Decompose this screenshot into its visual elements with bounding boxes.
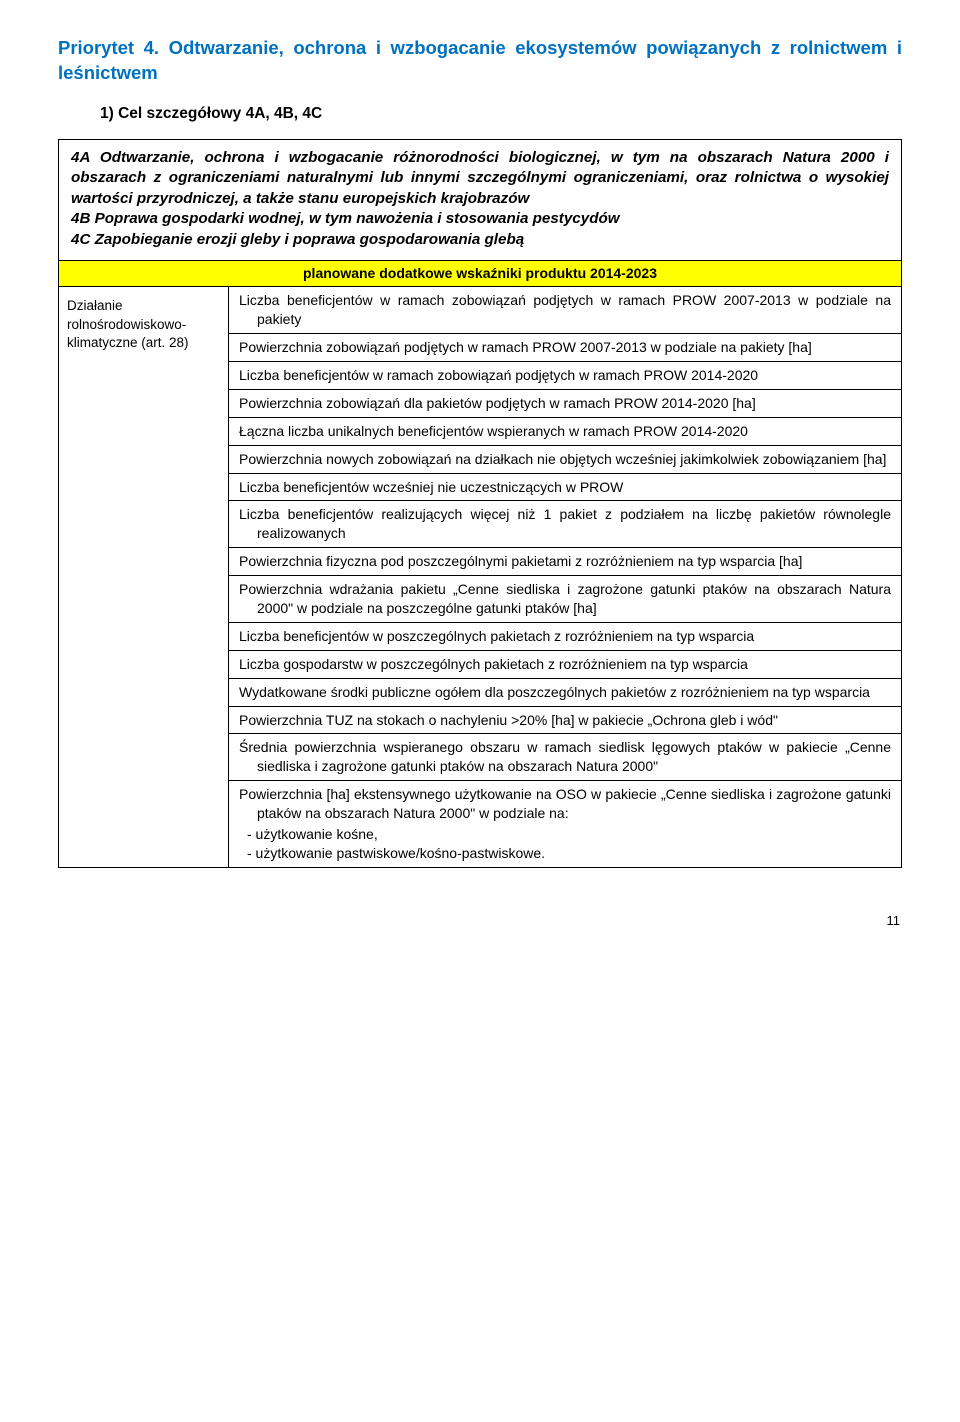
indicator-text: Powierzchnia nowych zobowiązań na działk… [239,450,891,469]
indicator-row: Liczba beneficjentów w ramach zobowiązań… [229,287,901,333]
indicator-text: Liczba beneficjentów realizujących więce… [239,505,891,543]
indicator-text: Łączna liczba unikalnych beneficjentów w… [239,422,891,441]
indicator-text: Wydatkowane środki publiczne ogółem dla … [239,683,891,702]
indicator-text: Powierzchnia fizyczna pod poszczególnymi… [239,552,891,571]
indicator-row: Powierzchnia zobowiązań podjętych w rama… [229,333,901,361]
indicator-text: Powierzchnia TUZ na stokach o nachyleniu… [239,711,891,730]
indicator-text: Liczba beneficjentów w ramach zobowiązań… [239,366,891,385]
objectives-cell: 4A Odtwarzanie, ochrona i wzbogacanie ró… [59,139,902,261]
indicator-row: Powierzchnia fizyczna pod poszczególnymi… [229,547,901,575]
page-number: 11 [58,912,902,930]
indicator-row: Wydatkowane środki publiczne ogółem dla … [229,678,901,706]
indicator-text: Powierzchnia zobowiązań podjętych w rama… [239,338,891,357]
indicator-row: Liczba beneficjentów w ramach zobowiązań… [229,361,901,389]
indicator-row: Powierzchnia nowych zobowiązań na działk… [229,445,901,473]
sub-goal: 1) Cel szczegółowy 4A, 4B, 4C [100,104,902,125]
indicator-text: Powierzchnia zobowiązań dla pakietów pod… [239,394,891,413]
indicator-row: Liczba beneficjentów realizujących więce… [229,500,901,547]
indicator-text: Liczba beneficjentów w ramach zobowiązań… [239,291,891,329]
indicator-text: Średnia powierzchnia wspieranego obszaru… [239,738,891,776]
priority-title: Priorytet 4. Odtwarzanie, ochrona i wzbo… [58,36,902,86]
objective-4b: 4B Poprawa gospodarki wodnej, w tym nawo… [71,209,889,230]
indicator-text: Liczba beneficjentów wcześniej nie uczes… [239,479,623,495]
indicator-text: Liczba gospodarstw w poszczególnych paki… [239,655,891,674]
indicator-row: Liczba beneficjentów wcześniej nie uczes… [229,473,901,501]
indicator-table: 4A Odtwarzanie, ochrona i wzbogacanie ró… [58,139,902,868]
yellow-header: planowane dodatkowe wskaźniki produktu 2… [59,261,902,287]
indicator-text: Liczba beneficjentów w poszczególnych pa… [239,627,891,646]
objective-4a: 4A Odtwarzanie, ochrona i wzbogacanie ró… [71,148,889,210]
indicator-row: Liczba beneficjentów w poszczególnych pa… [229,622,901,650]
indicator-text: Powierzchnia wdrażania pakietu „Cenne si… [239,580,891,618]
indicator-row: Średnia powierzchnia wspieranego obszaru… [229,733,901,780]
bullet-item: - użytkowanie kośne, [239,825,891,844]
bullet-list: - użytkowanie kośne, - użytkowanie pastw… [239,825,891,863]
indicator-row: Powierzchnia wdrażania pakietu „Cenne si… [229,575,901,622]
indicator-row: Powierzchnia zobowiązań dla pakietów pod… [229,389,901,417]
indicator-text: Powierzchnia [ha] ekstensywnego użytkowa… [239,785,891,823]
indicator-row: Liczba gospodarstw w poszczególnych paki… [229,650,901,678]
indicator-row: Powierzchnia [ha] ekstensywnego użytkowa… [229,780,901,867]
bullet-item: - użytkowanie pastwiskowe/kośno-pastwisk… [239,844,891,863]
indicators-column: Liczba beneficjentów w ramach zobowiązań… [229,287,902,867]
objective-4c: 4C Zapobieganie erozji gleby i poprawa g… [71,230,889,251]
indicator-row: Łączna liczba unikalnych beneficjentów w… [229,417,901,445]
indicator-row: Powierzchnia TUZ na stokach o nachyleniu… [229,706,901,734]
measure-label: Działanie rolnośrodowiskowo-klimatyczne … [59,287,229,867]
